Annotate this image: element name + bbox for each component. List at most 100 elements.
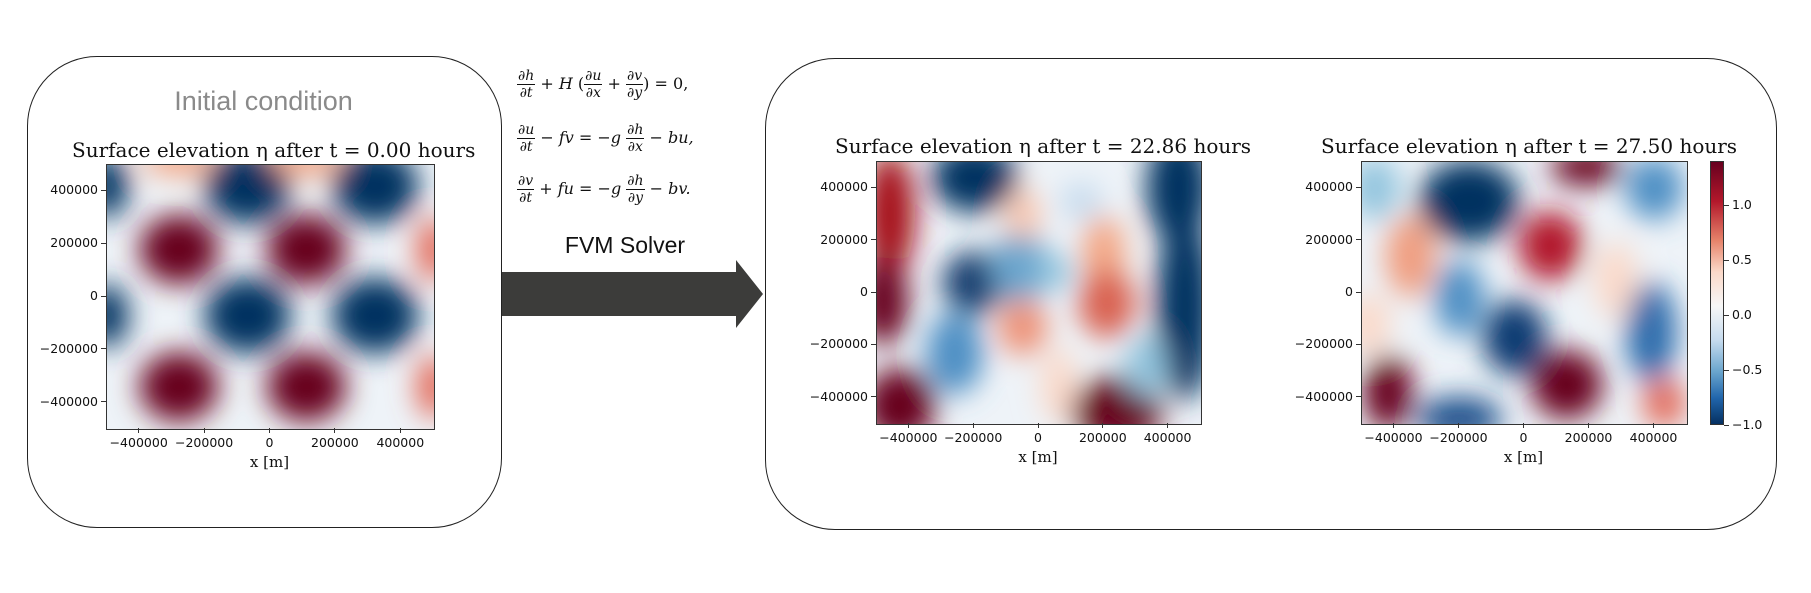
heatmap-blob-13 bbox=[997, 298, 1048, 356]
x-tick-label: 0 bbox=[265, 435, 274, 450]
x-tick-mark bbox=[1523, 423, 1524, 428]
x-tick-mark bbox=[138, 428, 140, 433]
heatmap-blob-11 bbox=[1416, 396, 1503, 424]
y-tick-mark bbox=[101, 295, 106, 297]
heatmap-blob-11 bbox=[416, 355, 434, 419]
heatmap-blob-8 bbox=[107, 283, 129, 348]
heatmap-blob-0 bbox=[1419, 162, 1520, 243]
y-tick-label: −400000 bbox=[39, 393, 98, 409]
heatmap-blob-9 bbox=[1626, 281, 1677, 383]
y-tick-label: 0 bbox=[90, 288, 98, 303]
y-tick-label: −200000 bbox=[809, 336, 868, 352]
x-tick-label: 400000 bbox=[376, 435, 425, 450]
x-tick-label: 0 bbox=[1519, 430, 1528, 445]
initial-condition-title: Initial condition bbox=[174, 86, 353, 116]
y-tick-mark bbox=[101, 348, 106, 350]
y-tick-label: 0 bbox=[1345, 284, 1353, 299]
y-tick-label: −400000 bbox=[809, 388, 868, 404]
y-tick-mark bbox=[101, 401, 106, 403]
x-tick-label: −200000 bbox=[944, 430, 1003, 445]
y-tick-mark bbox=[1356, 343, 1361, 345]
heatmap-t0 bbox=[106, 164, 435, 430]
colorbar bbox=[1710, 161, 1724, 425]
x-tick-mark bbox=[972, 423, 974, 428]
arrow-icon bbox=[502, 260, 763, 328]
y-tick-mark bbox=[871, 186, 876, 188]
x-tick-mark bbox=[203, 428, 205, 433]
x-tick-mark bbox=[1167, 423, 1169, 428]
heatmap-blob-2 bbox=[1518, 211, 1583, 281]
plot-title-1: Surface elevation η after t = 0.00 hours bbox=[72, 138, 476, 162]
y-tick-mark bbox=[871, 343, 876, 345]
y-tick-label: 200000 bbox=[1305, 231, 1353, 247]
equation-1: ∂h ∂t + H (∂u ∂x + ∂v ∂y) = 0, bbox=[517, 68, 689, 101]
heatmap-blob-12 bbox=[145, 165, 213, 176]
y-tick-label: −200000 bbox=[1294, 336, 1353, 352]
x-tick-label: −400000 bbox=[879, 430, 938, 445]
heatmap-blob-4 bbox=[1362, 354, 1414, 424]
heatmap-blob-0 bbox=[139, 214, 219, 285]
heatmap-t27 bbox=[1361, 161, 1688, 425]
heatmap-t22 bbox=[876, 161, 1202, 425]
x-tick-label: −200000 bbox=[1429, 430, 1488, 445]
heatmap-blob-15 bbox=[1059, 182, 1103, 221]
colorbar-tick-label: 0.5 bbox=[1732, 252, 1752, 267]
y-tick-mark bbox=[871, 291, 876, 293]
heatmap-blob-1 bbox=[1385, 215, 1436, 298]
plot-title-3: Surface elevation η after t = 27.50 hour… bbox=[1321, 134, 1738, 158]
heatmap-blob-11 bbox=[1078, 268, 1136, 339]
heatmap-blob-2 bbox=[877, 367, 936, 424]
colorbar-tick-label: −1.0 bbox=[1732, 417, 1763, 432]
x-tick-mark bbox=[1037, 423, 1039, 428]
heatmap-canvas bbox=[877, 162, 1201, 424]
heatmap-blob-7 bbox=[331, 277, 419, 354]
x-tick-label: 200000 bbox=[1078, 430, 1127, 445]
x-tick-label: 400000 bbox=[1629, 430, 1678, 445]
heatmap-blob-5 bbox=[1550, 162, 1622, 187]
y-tick-mark bbox=[1356, 396, 1361, 398]
heatmap-blob-7 bbox=[1434, 260, 1485, 336]
y-tick-mark bbox=[1356, 291, 1361, 293]
colorbar-tick-mark bbox=[1724, 259, 1729, 261]
x-tick-mark bbox=[1653, 423, 1654, 428]
x-tick-mark bbox=[907, 423, 909, 428]
y-tick-mark bbox=[101, 189, 106, 191]
equation-3: ∂v ∂t + fu = −g ∂h ∂y − bv. bbox=[517, 173, 691, 206]
heatmap-blob-6 bbox=[1482, 299, 1547, 376]
heatmap-blob-14 bbox=[1362, 293, 1390, 356]
colorbar-tick-mark bbox=[1724, 314, 1729, 316]
x-axis-label: x [m] bbox=[249, 453, 290, 471]
x-tick-mark bbox=[1588, 423, 1589, 428]
x-tick-mark bbox=[1393, 423, 1394, 428]
solver-label: FVM Solver bbox=[564, 232, 686, 258]
x-tick-mark bbox=[334, 428, 336, 433]
heatmap-blob-17 bbox=[1037, 253, 1074, 291]
y-tick-label: −200000 bbox=[39, 340, 98, 356]
heatmap-blob-13 bbox=[272, 165, 341, 176]
heatmap-blob-6 bbox=[1156, 211, 1201, 401]
y-tick-mark bbox=[1356, 239, 1361, 241]
x-tick-label: −200000 bbox=[174, 435, 234, 450]
x-tick-label: −400000 bbox=[1364, 430, 1423, 445]
heatmap-blob-13 bbox=[1642, 377, 1686, 424]
heatmap-blob-2 bbox=[139, 351, 219, 422]
x-tick-label: 400000 bbox=[1143, 430, 1192, 445]
plot-title-2: Surface elevation η after t = 22.86 hour… bbox=[835, 134, 1252, 158]
heatmap-blob-1 bbox=[877, 256, 909, 345]
y-tick-label: 400000 bbox=[1305, 179, 1353, 195]
heatmap-blob-5 bbox=[331, 165, 419, 225]
heatmap-blob-12 bbox=[1594, 242, 1637, 318]
y-tick-mark bbox=[871, 239, 876, 241]
equation-2: ∂u ∂t − fv = −g ∂h ∂x − bu, bbox=[517, 122, 694, 155]
heatmap-blob-10 bbox=[1362, 162, 1401, 220]
colorbar-tick-mark bbox=[1724, 204, 1729, 206]
x-tick-label: −400000 bbox=[109, 435, 168, 450]
heatmap-blob-8 bbox=[1625, 162, 1684, 220]
y-tick-mark bbox=[871, 396, 876, 398]
heatmap-blob-0 bbox=[877, 162, 915, 278]
heatmap-blob-4 bbox=[931, 162, 1017, 213]
colorbar-tick-label: 0.0 bbox=[1732, 307, 1752, 322]
x-tick-mark bbox=[1102, 423, 1104, 428]
heatmap-blob-3 bbox=[266, 351, 347, 422]
x-tick-label: 200000 bbox=[1564, 430, 1613, 445]
